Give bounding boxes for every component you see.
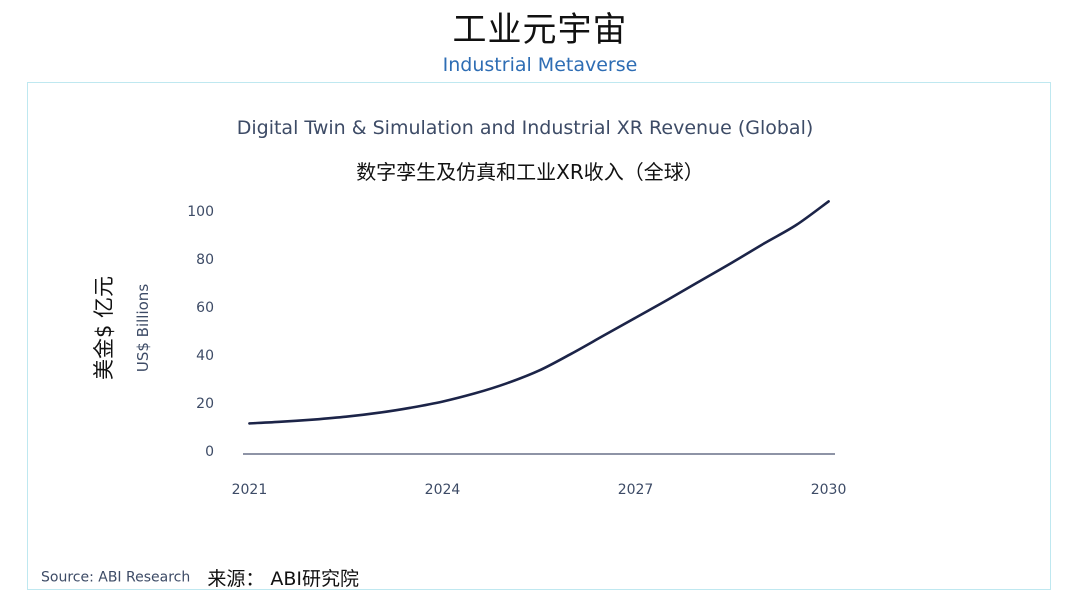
- chart-frame: [27, 82, 1051, 590]
- x-tick-label: 2024: [425, 482, 461, 498]
- y-tick-label: 80: [196, 252, 214, 268]
- x-tick-label: 2027: [618, 482, 654, 498]
- y-tick-label: 40: [196, 348, 214, 364]
- y-tick-label: 0: [205, 444, 214, 460]
- chart-subtitle: 数字孪生及仿真和工业XR收入（全球）: [356, 160, 704, 184]
- page-subtitle: Industrial Metaverse: [442, 54, 638, 76]
- page-title: 工业元宇宙: [452, 10, 628, 50]
- chart-title: Digital Twin & Simulation and Industrial…: [236, 117, 814, 139]
- source-label: Source: ABI Research: [41, 569, 191, 586]
- y-tick-label: 100: [187, 204, 214, 220]
- revenue-line: [248, 200, 830, 425]
- source-label-chinese: 来源： ABI研究院: [207, 568, 360, 590]
- x-tick-label: 2021: [232, 482, 268, 498]
- source-footer: Source: ABI Research 来源： ABI研究院: [41, 564, 359, 591]
- x-tick-label: 2030: [811, 482, 847, 498]
- y-tick-label: 20: [196, 396, 214, 412]
- y-tick-label: 60: [196, 300, 214, 316]
